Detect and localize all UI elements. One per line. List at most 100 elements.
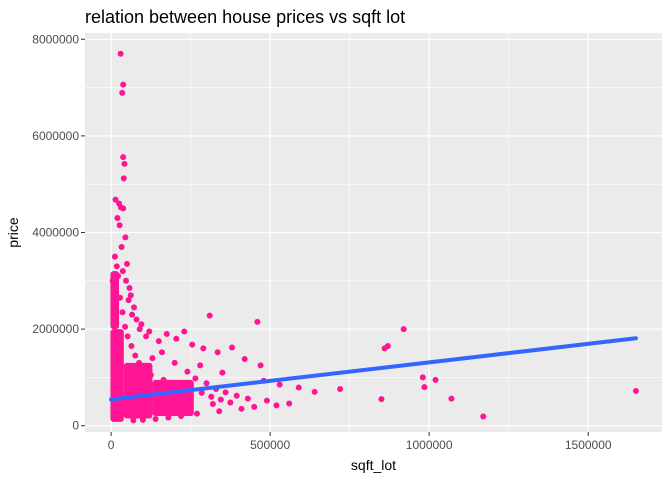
x-tick-label: 1000000 xyxy=(406,438,453,452)
data-point xyxy=(273,402,280,409)
data-point xyxy=(120,154,127,161)
data-point xyxy=(121,160,128,167)
dense-cluster-upper xyxy=(110,271,120,330)
data-point xyxy=(116,294,123,301)
y-axis-ticks: 0 2000000 4000000 6000000 8000000 xyxy=(32,32,85,433)
data-point xyxy=(117,388,124,395)
data-point xyxy=(178,413,185,420)
data-point xyxy=(119,268,126,275)
data-point xyxy=(154,409,161,416)
data-point xyxy=(222,389,229,396)
data-point xyxy=(139,416,146,423)
data-point xyxy=(217,396,224,403)
data-point xyxy=(110,306,117,313)
data-point xyxy=(120,175,127,182)
data-point xyxy=(241,356,248,363)
data-point xyxy=(138,321,145,328)
data-point xyxy=(286,400,293,407)
data-point xyxy=(432,376,439,383)
y-tick-label: 8000000 xyxy=(32,32,79,46)
data-point xyxy=(116,379,123,386)
data-point xyxy=(632,387,639,394)
data-point xyxy=(421,384,428,391)
data-point xyxy=(295,384,302,391)
data-point xyxy=(111,316,118,323)
data-point xyxy=(219,369,226,376)
data-point xyxy=(133,316,140,323)
data-point xyxy=(123,277,130,284)
x-tick-label: 500000 xyxy=(250,438,290,452)
data-point xyxy=(125,297,132,304)
data-point xyxy=(116,222,123,229)
y-tick-label: 6000000 xyxy=(32,129,79,143)
data-point xyxy=(122,234,129,241)
y-tick-label: 0 xyxy=(72,419,79,433)
data-point xyxy=(378,396,385,403)
data-point xyxy=(122,323,129,330)
data-point xyxy=(122,410,129,417)
chart-title: relation between house prices vs sqft lo… xyxy=(85,7,406,27)
data-point xyxy=(233,392,240,399)
data-point xyxy=(113,263,120,270)
data-point xyxy=(228,344,235,351)
data-point xyxy=(244,395,251,402)
data-point xyxy=(120,405,127,412)
data-point xyxy=(174,381,181,388)
data-point xyxy=(200,345,207,352)
data-point xyxy=(112,345,119,352)
data-point xyxy=(136,359,143,366)
data-point xyxy=(209,400,216,407)
data-point xyxy=(337,386,344,393)
data-point xyxy=(118,243,125,250)
data-point xyxy=(120,205,127,212)
y-axis-title: price xyxy=(5,217,21,248)
data-points xyxy=(109,50,639,424)
data-point xyxy=(135,404,142,411)
data-point xyxy=(109,277,116,284)
data-point xyxy=(152,415,159,422)
data-point xyxy=(132,352,139,359)
y-tick-label: 4000000 xyxy=(32,226,79,240)
data-point xyxy=(123,260,130,267)
data-point xyxy=(263,397,270,404)
data-point xyxy=(126,285,133,292)
data-point xyxy=(111,287,118,294)
data-point xyxy=(214,349,221,356)
data-point xyxy=(119,309,126,316)
data-point xyxy=(384,343,391,350)
data-point xyxy=(184,368,191,375)
data-point xyxy=(419,374,426,381)
data-point xyxy=(165,414,172,421)
data-point xyxy=(173,335,180,342)
data-point xyxy=(147,372,154,378)
data-point xyxy=(181,328,188,335)
data-point xyxy=(117,50,124,57)
data-point xyxy=(130,417,137,424)
y-tick-label: 2000000 xyxy=(32,322,79,336)
x-tick-label: 0 xyxy=(108,438,115,452)
data-point xyxy=(158,349,165,356)
data-point xyxy=(208,393,215,400)
data-point xyxy=(111,253,118,260)
data-point xyxy=(124,333,131,340)
data-point xyxy=(136,326,143,333)
data-point xyxy=(160,376,167,383)
data-point xyxy=(254,318,261,325)
data-point xyxy=(130,304,137,311)
data-point xyxy=(448,395,455,402)
data-point xyxy=(189,341,196,348)
data-point xyxy=(480,413,487,420)
data-point xyxy=(120,81,127,88)
data-point xyxy=(115,272,122,279)
data-point xyxy=(119,89,126,96)
data-point xyxy=(206,312,213,319)
data-point xyxy=(193,410,200,417)
data-point xyxy=(182,403,189,410)
data-point xyxy=(112,196,119,203)
x-axis-ticks: 0 500000 1000000 1500000 xyxy=(108,432,612,452)
data-point xyxy=(276,381,283,388)
data-point xyxy=(400,326,407,333)
data-point xyxy=(129,311,136,318)
data-point xyxy=(168,405,175,412)
